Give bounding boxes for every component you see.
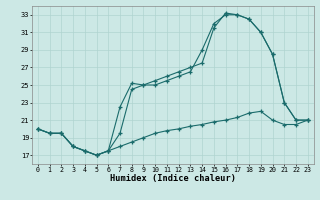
X-axis label: Humidex (Indice chaleur): Humidex (Indice chaleur)	[110, 174, 236, 183]
